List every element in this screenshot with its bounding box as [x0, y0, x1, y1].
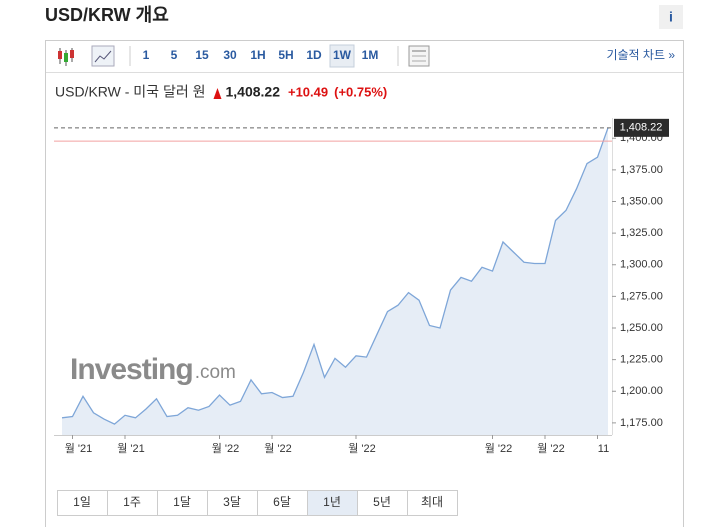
range-button[interactable] — [407, 490, 458, 516]
y-tick-label: 1,200.00 — [620, 385, 663, 397]
y-tick-label: 1,325.00 — [620, 227, 663, 239]
y-tick-label: 1,300.00 — [620, 259, 663, 271]
last-value-label: 1,408.22 — [620, 122, 663, 134]
interval-button[interactable]: 1W — [333, 48, 352, 62]
range-label: 1년 — [323, 495, 341, 509]
interval-button[interactable]: 1H — [250, 48, 265, 62]
range-label: 5년 — [373, 495, 391, 509]
x-tick-label: 월 '22 — [212, 442, 240, 455]
line-icon[interactable] — [91, 45, 115, 67]
technical-chart-link[interactable]: 기술적 차트 » — [606, 48, 675, 62]
interval-button[interactable]: 1M — [362, 48, 379, 62]
range-label: 6달 — [273, 495, 291, 509]
interval-button[interactable]: 1 — [143, 48, 150, 62]
up-arrow — [213, 88, 222, 99]
quote-change-pct: (+0.75%) — [334, 84, 387, 99]
interval-button[interactable]: 5 — [171, 48, 178, 62]
quote-price: 1,408.22 — [225, 84, 280, 100]
y-tick-label: 1,225.00 — [620, 354, 663, 366]
x-tick-label: 월 '22 — [264, 442, 292, 455]
candle-icon[interactable] — [58, 48, 74, 66]
info-icon: i — [669, 9, 673, 25]
y-tick-label: 1,375.00 — [620, 164, 663, 176]
range-button[interactable] — [207, 490, 258, 516]
watermark-suffix: .com — [195, 362, 236, 383]
area-fill — [62, 127, 608, 436]
x-tick-label: 월 '21 — [117, 442, 145, 455]
range-label: 1일 — [73, 495, 91, 509]
interval-button[interactable]: 5H — [278, 48, 293, 62]
x-tick-label: 월 '21 — [65, 442, 93, 455]
interval-button[interactable]: 30 — [223, 48, 237, 62]
info-button[interactable] — [659, 5, 683, 29]
y-tick-label: 1,175.00 — [620, 417, 663, 429]
x-tick-label: 월 '22 — [348, 442, 376, 455]
range-button[interactable] — [57, 490, 108, 516]
x-tick-label: 월 '22 — [537, 442, 565, 455]
page-title: USD/KRW 개요 — [45, 5, 169, 25]
last-value-box — [614, 118, 669, 137]
range-label: 1주 — [123, 495, 141, 509]
range-label: 3달 — [223, 495, 241, 509]
price-line — [61, 127, 609, 425]
y-tick-label: 1,250.00 — [620, 322, 663, 334]
x-tick-label: 월 '22 — [485, 442, 513, 455]
x-tick-label: 11 — [598, 443, 609, 455]
interval-button[interactable]: 15 — [195, 48, 209, 62]
y-tick-label: 1,275.00 — [620, 290, 663, 302]
range-button[interactable] — [257, 490, 308, 516]
range-label: 1달 — [173, 495, 191, 509]
y-tick-label: 1,350.00 — [620, 195, 663, 207]
quote-change: +10.49 — [288, 84, 328, 99]
quote-name: USD/KRW - 미국 달러 원 — [55, 84, 205, 100]
watermark-brand: Investing — [70, 353, 193, 386]
interval-button[interactable]: 1D — [306, 48, 322, 62]
range-button[interactable] — [107, 490, 158, 516]
table-icon[interactable] — [408, 45, 430, 67]
interval-active — [329, 44, 355, 68]
chart-frame — [45, 40, 684, 527]
range-button[interactable] — [157, 490, 208, 516]
range-label: 최대 — [421, 495, 443, 509]
